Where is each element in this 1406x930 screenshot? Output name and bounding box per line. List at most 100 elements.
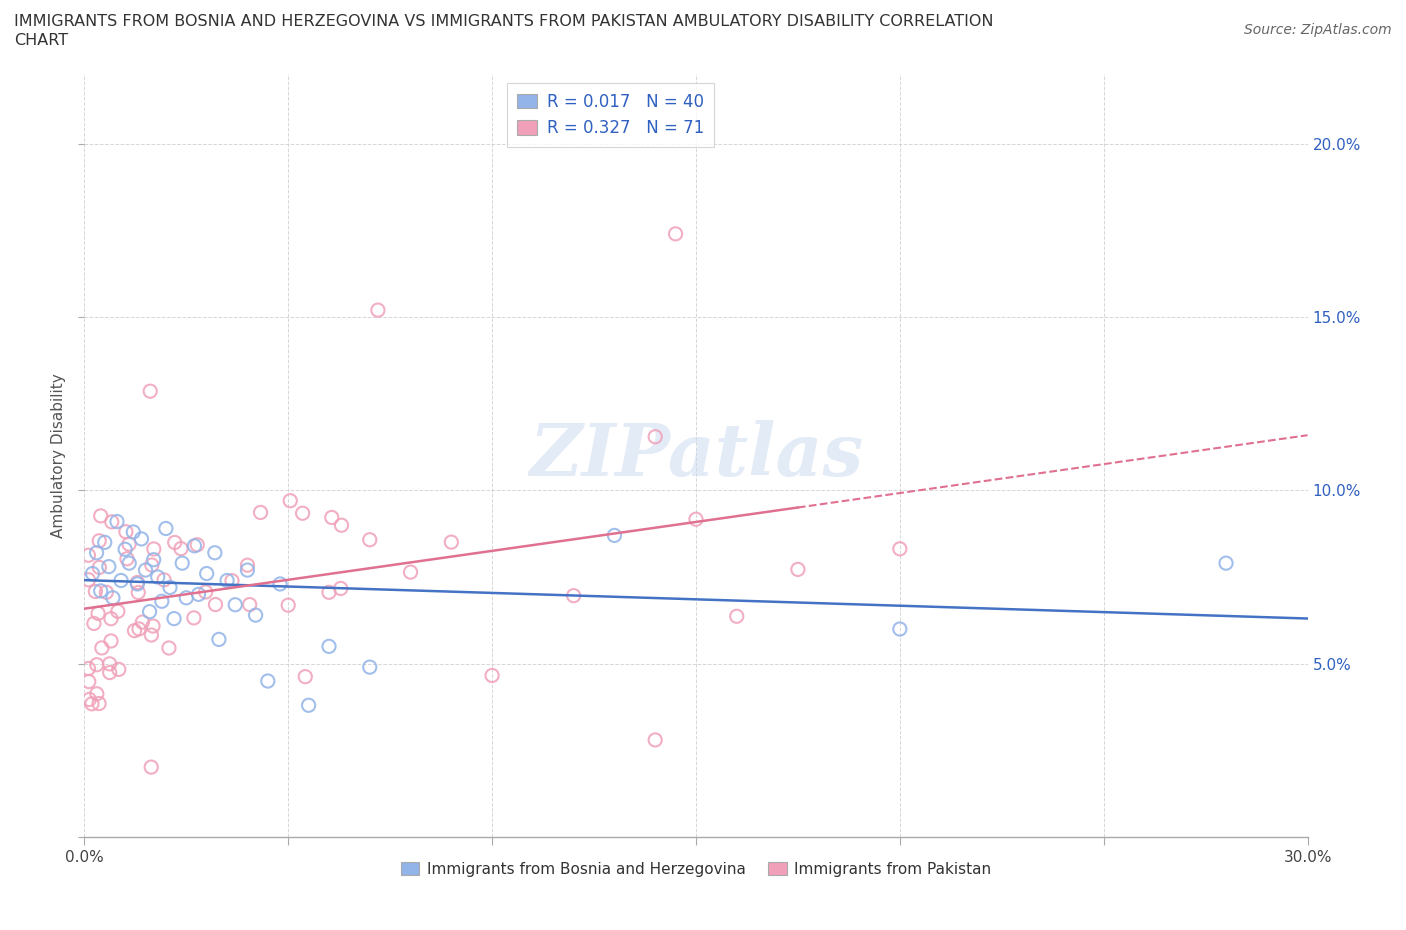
Point [83, 616, 105, 631]
Point [127, 585, 149, 600]
Point [236, 558, 259, 573]
Point [115, 525, 138, 539]
Point [97, 559, 120, 574]
Point [142, 541, 165, 556]
Point [399, 565, 422, 579]
Point [172, 556, 194, 571]
Point [96, 585, 118, 600]
Point [118, 556, 141, 571]
Legend: Immigrants from Bosnia and Herzegovina, Immigrants from Pakistan: Immigrants from Bosnia and Herzegovina, … [395, 856, 997, 883]
Text: IMMIGRANTS FROM BOSNIA AND HERZEGOVINA VS IMMIGRANTS FROM PAKISTAN AMBULATORY DI: IMMIGRANTS FROM BOSNIA AND HERZEGOVINA V… [14, 14, 994, 29]
Point [77, 572, 100, 587]
Point [318, 639, 340, 654]
Point [725, 609, 748, 624]
Point [239, 597, 262, 612]
Point [98, 665, 121, 680]
Point [889, 621, 911, 636]
Point [195, 566, 218, 581]
Point [127, 575, 149, 590]
Point [100, 514, 122, 529]
Point [89, 534, 111, 549]
Point [131, 531, 153, 546]
Point [122, 525, 145, 539]
Point [329, 581, 352, 596]
Point [90, 583, 112, 598]
Point [139, 384, 162, 399]
Point [93, 535, 115, 550]
Point [107, 604, 129, 618]
Point [249, 505, 271, 520]
Point [124, 623, 146, 638]
Point [150, 594, 173, 609]
Point [183, 538, 205, 553]
Point [77, 674, 100, 689]
Y-axis label: Ambulatory Disability: Ambulatory Disability [51, 373, 66, 538]
Point [163, 535, 186, 550]
Point [170, 541, 193, 556]
Point [665, 226, 688, 241]
Point [187, 587, 209, 602]
Point [141, 760, 163, 775]
Point [221, 573, 243, 588]
Point [87, 606, 110, 621]
Point [114, 542, 136, 557]
Point [159, 580, 181, 595]
Point [153, 573, 176, 588]
Point [86, 686, 108, 701]
Point [77, 548, 100, 563]
Text: ZIPatlas: ZIPatlas [529, 420, 863, 491]
Point [157, 641, 180, 656]
Point [90, 641, 112, 656]
Point [155, 521, 177, 536]
Point [204, 597, 226, 612]
Point [138, 604, 160, 619]
Point [224, 597, 246, 612]
Point [269, 577, 291, 591]
Point [367, 302, 389, 317]
Point [298, 698, 321, 712]
Point [131, 615, 153, 630]
Point [644, 430, 666, 445]
Point [101, 591, 124, 605]
Point [318, 585, 340, 600]
Point [644, 733, 666, 748]
Point [110, 573, 132, 588]
Point [146, 569, 169, 584]
Point [87, 696, 110, 711]
Point [294, 670, 316, 684]
Point [107, 662, 129, 677]
Point [142, 552, 165, 567]
Point [84, 584, 107, 599]
Point [277, 598, 299, 613]
Point [562, 588, 585, 603]
Point [236, 563, 259, 578]
Point [141, 558, 163, 573]
Point [440, 535, 463, 550]
Point [105, 514, 128, 529]
Point [186, 538, 208, 552]
Point [163, 611, 186, 626]
Point [128, 621, 150, 636]
Point [100, 633, 122, 648]
Point [194, 584, 217, 599]
Point [86, 658, 108, 672]
Point [204, 545, 226, 560]
Point [135, 563, 157, 578]
Point [89, 560, 111, 575]
Point [245, 607, 267, 622]
Point [359, 659, 381, 674]
Point [889, 541, 911, 556]
Point [98, 657, 121, 671]
Point [77, 661, 100, 676]
Point [787, 562, 810, 577]
Point [142, 618, 165, 633]
Point [217, 573, 239, 588]
Point [359, 532, 381, 547]
Point [481, 668, 503, 683]
Point [291, 506, 314, 521]
Point [1215, 556, 1237, 571]
Point [115, 551, 138, 566]
Point [208, 632, 231, 647]
Point [278, 493, 301, 508]
Text: CHART: CHART [14, 33, 67, 47]
